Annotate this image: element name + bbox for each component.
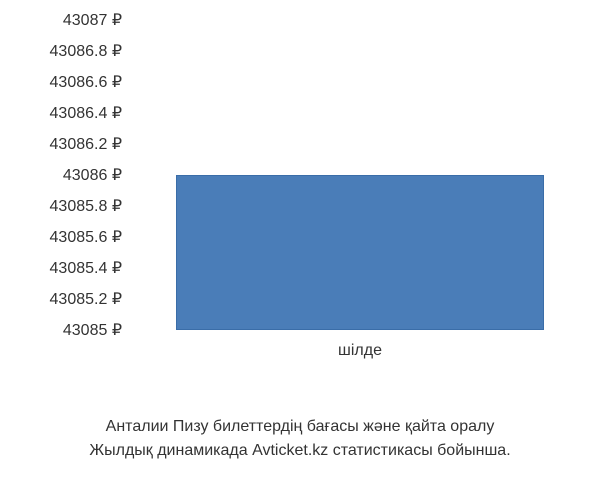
x-tick-label: шілде: [338, 342, 382, 360]
y-tick-label: 43086.6 ₽: [50, 72, 122, 92]
caption-line-1: Анталии Пизу билеттердің бағасы және қай…: [0, 415, 600, 439]
y-tick-label: 43087 ₽: [63, 10, 122, 30]
y-tick-label: 43085.6 ₽: [50, 227, 122, 247]
y-tick-label: 43086 ₽: [63, 165, 122, 185]
bar: [176, 175, 544, 330]
y-tick-label: 43085.8 ₽: [50, 196, 122, 216]
y-tick-label: 43085 ₽: [63, 320, 122, 340]
y-tick-label: 43086.8 ₽: [50, 41, 122, 61]
caption: Анталии Пизу билеттердің бағасы және қай…: [0, 415, 600, 463]
y-axis: 43087 ₽ 43086.8 ₽ 43086.6 ₽ 43086.4 ₽ 43086.…: [0, 0, 130, 350]
y-tick-label: 43086.4 ₽: [50, 103, 122, 123]
plot-area: шілде: [130, 20, 590, 330]
y-tick-label: 43085.2 ₽: [50, 289, 122, 309]
y-tick-label: 43085.4 ₽: [50, 258, 122, 278]
caption-line-2: Жылдық динамикада Avticket.kz статистика…: [0, 439, 600, 463]
y-tick-label: 43086.2 ₽: [50, 134, 122, 154]
chart-container: 43087 ₽ 43086.8 ₽ 43086.6 ₽ 43086.4 ₽ 43086.…: [0, 0, 600, 400]
